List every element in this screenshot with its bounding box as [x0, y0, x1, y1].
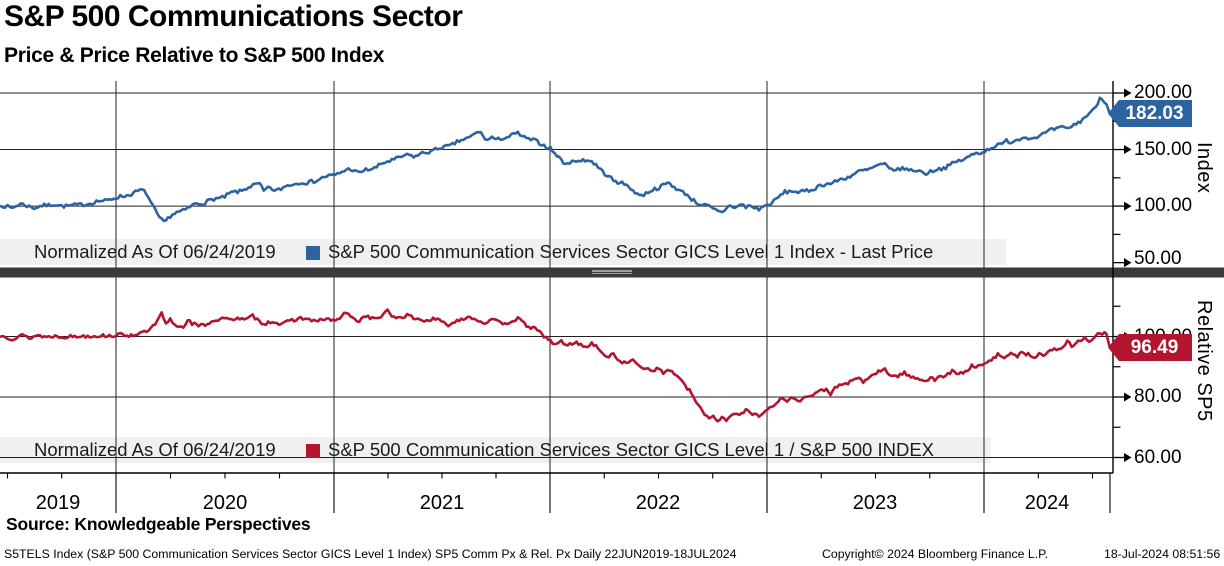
- year-label-2024: 2024: [1024, 492, 1070, 514]
- footer-datetime: 18-Jul-2024 08:51:56: [1104, 547, 1221, 561]
- top-legend-series-label: S&P 500 Communication Services Sector GI…: [328, 241, 934, 262]
- red-series-swatch-icon: [306, 443, 320, 458]
- top-ytick-100: 100.00: [1134, 195, 1193, 216]
- footer-copyright: Copyright© 2024 Bloomberg Finance L.P.: [822, 547, 1049, 561]
- last-price-badge-relative: 96.49: [1108, 334, 1192, 361]
- grip-line: [592, 270, 632, 272]
- year-label-2021: 2021: [419, 492, 465, 514]
- grip-line: [592, 272, 632, 274]
- top-ytick-150: 150.00: [1134, 138, 1193, 160]
- year-label-2019: 2019: [35, 492, 81, 514]
- bottom-legend: Normalized As Of 06/24/2019 S&P 500 Comm…: [0, 437, 1006, 463]
- bottom-ytick-60: 60.00: [1134, 446, 1182, 468]
- top-legend: Normalized As Of 06/24/2019 S&P 500 Comm…: [0, 239, 1006, 265]
- blue-series-swatch-icon: [306, 245, 320, 260]
- axis-title-relative-sp5: Relative SP5: [1193, 300, 1215, 422]
- top-ytick-50: 50.00: [1134, 248, 1182, 269]
- bottom-legend-normalized-label: Normalized As Of 06/24/2019: [34, 439, 276, 460]
- source-label: Source: Knowledgeable Perspectives: [6, 514, 311, 534]
- footer-ticker-text: S5TELS Index (S&P 500 Communication Serv…: [4, 547, 737, 561]
- bottom-ytick-80: 80.00: [1134, 386, 1182, 407]
- bottom-legend-series-label: S&P 500 Communication Services Sector GI…: [328, 439, 934, 460]
- year-label-2020: 2020: [202, 492, 248, 514]
- page-title: S&P 500 Communications Sector: [4, 0, 463, 33]
- axis-title-index: Index: [1193, 142, 1215, 194]
- page-subtitle: Price & Price Relative to S&P 500 Index: [4, 44, 385, 67]
- panel-resize-handle[interactable]: [592, 269, 632, 277]
- year-label-2022: 2022: [635, 492, 681, 514]
- top-ytick-200: 200.00: [1134, 82, 1193, 103]
- year-label-2023: 2023: [852, 492, 898, 514]
- last-price-badge-index: 182.03: [1108, 100, 1192, 127]
- top-legend-normalized-label: Normalized As Of 06/24/2019: [34, 241, 276, 262]
